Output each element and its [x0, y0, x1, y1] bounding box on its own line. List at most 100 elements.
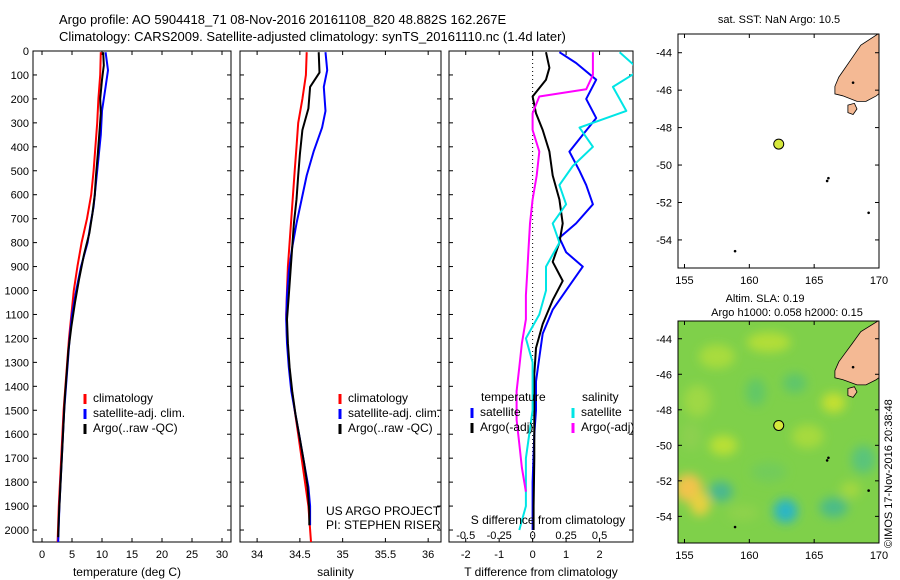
island-dot: [851, 81, 855, 84]
profile-location-marker: [773, 419, 785, 431]
depth-tick-label: 800: [11, 238, 29, 250]
profile-location-marker: [773, 138, 785, 150]
sla-anomaly-patch: [746, 332, 791, 353]
sla-anomaly-patch: [782, 373, 807, 394]
sla-anomaly-patch: [690, 491, 711, 516]
map2-ytick-label: -52: [656, 476, 672, 488]
island-dot: [733, 525, 737, 529]
sal-xtick-label: 36: [422, 549, 434, 561]
sal-frame: [239, 50, 442, 543]
sla-map-title: Altim. SLA: 0.19: [726, 293, 805, 305]
sla-anomaly-patch: [709, 435, 738, 456]
map1-xtick-label: 155: [675, 275, 693, 287]
diff-series-cyan: [518, 51, 633, 531]
island-dot: [867, 489, 870, 492]
temperature-panel: 0100200300400500600700800900100011001200…: [5, 46, 232, 579]
temp-xtick-label: 0: [39, 549, 45, 561]
sla-anomaly-patch: [840, 481, 861, 498]
map1-ytick-label: -54: [656, 235, 672, 247]
depth-tick-label: 1300: [5, 357, 29, 369]
legend-label: satellite-adj. clim.: [348, 406, 440, 420]
salinity-panel: 34 34.5 35 35.5 36 salinity climatologysatelli…: [239, 50, 442, 579]
temp-xtick-label: 10: [96, 549, 108, 561]
figure-title-line1: Argo profile: AO 5904418_71 08-Nov-2016 …: [59, 12, 507, 27]
map1-xtick-label: 165: [805, 275, 823, 287]
diff-xtick-label: -1: [494, 549, 504, 561]
stewart-island-land: [847, 386, 858, 398]
map2-ytick-label: -48: [656, 405, 672, 417]
depth-tick-label: 1200: [5, 333, 29, 345]
map1-content: [733, 34, 879, 253]
map2-xtick-label: 155: [675, 550, 693, 562]
diff-xtick2-label: -0.5: [456, 530, 475, 542]
diff-xtick-label: 0: [530, 549, 536, 561]
map2-ytick-label: -50: [656, 440, 672, 452]
sla-anomaly-patch: [750, 461, 787, 482]
depth-tick-label: 1500: [5, 405, 29, 417]
diff-frame: [448, 50, 634, 543]
sla-anomaly-patch: [821, 392, 846, 413]
temp-xtick-label: 15: [126, 549, 138, 561]
sst-map-title: sat. SST: NaN Argo: 10.5: [718, 14, 840, 26]
map1-xtick-label: 160: [740, 275, 758, 287]
sal-xtick-label: 35: [337, 549, 349, 561]
map1-ytick-label: -48: [656, 123, 672, 135]
depth-tick-label: 600: [11, 190, 29, 202]
temp-xtick-label: 30: [216, 549, 228, 561]
depth-tick-label: 1000: [5, 286, 29, 298]
diff-xtick2-label: 0.5: [592, 530, 607, 542]
map1-ytick-label: -44: [656, 48, 672, 60]
depth-tick-label: 1800: [5, 477, 29, 489]
legend-label: satellite: [480, 405, 521, 419]
sla-anomaly-patch: [791, 424, 824, 449]
legend-label: Argo(-adj): [480, 420, 533, 434]
map2-ytick-label: -54: [656, 511, 672, 523]
island-dot: [825, 459, 829, 462]
temp-series-black: [57, 52, 105, 538]
sla-blobs: [678, 332, 876, 524]
difference-panel: -2 -1 0 1 2 T difference from climatology temp…: [448, 50, 634, 579]
depth-tick-label: 400: [11, 142, 29, 154]
sal-xlabel: salinity: [317, 565, 354, 579]
depth-tick-label: 1600: [5, 429, 29, 441]
legend-label: satellite-adj. clim.: [93, 406, 185, 420]
map1-ytick-label: -52: [656, 197, 672, 209]
diff-xtick-label: -2: [461, 549, 471, 561]
depth-tick-label: 1100: [5, 309, 29, 321]
project-annotation: US ARGO PROJECT: [326, 504, 441, 518]
map1-xtick-label: 170: [870, 275, 888, 287]
legend-header-salinity: salinity: [582, 390, 619, 404]
map2-content: [678, 321, 879, 543]
new-zealand-land: [834, 321, 879, 386]
sal-series-group: [285, 52, 329, 542]
depth-tick-label: 1400: [5, 381, 29, 393]
sla-anomaly-patch: [773, 499, 798, 524]
sla-anomaly-patch: [851, 445, 876, 474]
island-dot: [867, 211, 870, 215]
sst-map-panel: 155 160 165 170 -44 -46 -48 -50 -52 -54 sat. SST: …: [656, 14, 888, 287]
legend-label: Argo(-adj): [581, 420, 634, 434]
diff-xlabel: T difference from climatology: [464, 565, 618, 579]
legend-label: Argo(..raw -QC): [93, 421, 178, 435]
temp-frame: [32, 50, 232, 543]
stewart-island-land: [847, 102, 858, 115]
sla-anomaly-patch: [726, 504, 759, 521]
depth-tick-label: 1700: [5, 453, 29, 465]
diff-xtick2-label: 0.25: [555, 530, 576, 542]
island-dot: [733, 249, 737, 253]
diff-xtick2-label: -0.25: [487, 530, 512, 542]
diff-series-group: [515, 51, 633, 542]
depth-tick-label: 700: [11, 214, 29, 226]
sla-anomaly-patch: [708, 481, 733, 502]
sal-xtick-label: 35.5: [375, 549, 396, 561]
new-zealand-land: [834, 34, 879, 102]
depth-tick-label: 0: [23, 46, 29, 58]
legend-header-temperature: temperature: [481, 390, 546, 404]
sla-anomaly-patch: [819, 497, 848, 518]
map2-ytick-label: -46: [656, 369, 672, 381]
legend-label: satellite: [581, 405, 622, 419]
temp-xtick-label: 5: [69, 549, 75, 561]
